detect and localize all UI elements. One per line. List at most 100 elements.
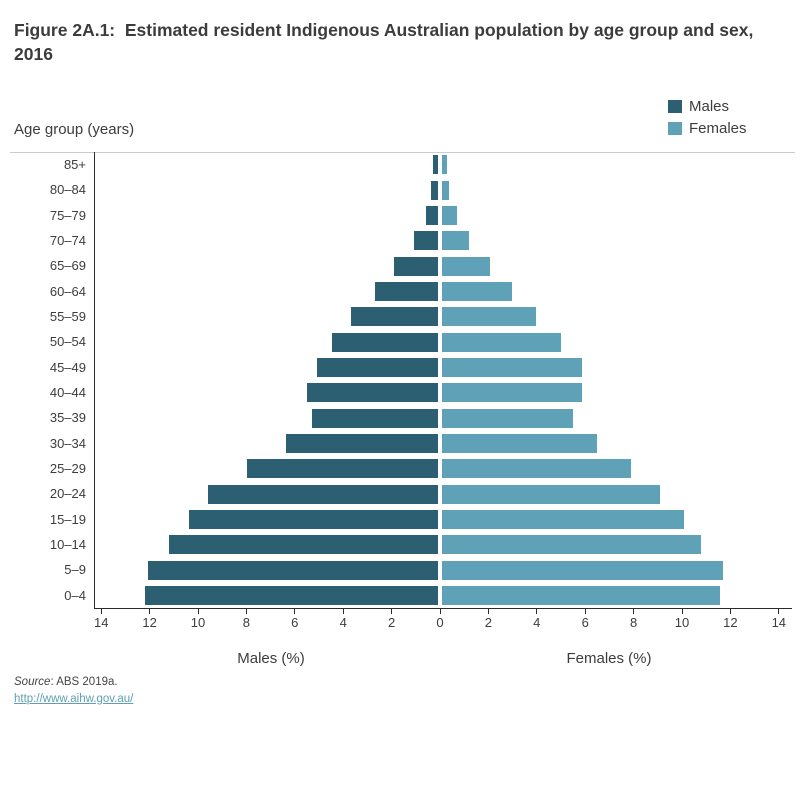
female-bar — [442, 433, 597, 453]
male-bar — [312, 408, 438, 428]
x-axis-tick — [391, 609, 393, 614]
male-bar — [147, 560, 438, 580]
x-axis-tick-label: 2 — [387, 615, 396, 630]
male-bar — [169, 535, 438, 555]
female-bar — [442, 231, 469, 251]
male-bar — [208, 484, 438, 504]
x-axis-tick — [487, 609, 489, 614]
x-axis-tick — [245, 609, 247, 614]
x-axis-tick-label: 12 — [723, 615, 738, 630]
male-bar — [317, 357, 438, 377]
age-group-label: 10–14 — [49, 536, 86, 552]
females-color-swatch — [668, 121, 682, 135]
age-group-label: 50–54 — [49, 334, 86, 350]
x-axis-tick — [342, 609, 344, 614]
legend-item-females: Females — [668, 117, 747, 139]
x-axis-tick — [778, 609, 780, 614]
age-group-label: 85+ — [63, 157, 86, 172]
x-axis-tick — [681, 609, 683, 614]
age-group-label: 40–44 — [49, 384, 86, 400]
x-axis-tick — [439, 609, 441, 614]
y-axis-title: Age group (years) — [14, 121, 135, 138]
aihw-link[interactable]: http://www.aihw.gov.au/ — [14, 693, 134, 705]
female-bar — [442, 256, 491, 276]
x-axis-tick-label: 10 — [190, 615, 206, 630]
male-bar — [394, 256, 438, 276]
x-axis-tick — [149, 609, 151, 614]
x-axis-tick — [294, 609, 296, 614]
legend-item-males: Males — [668, 95, 747, 117]
male-bar — [430, 180, 438, 200]
female-bar — [442, 281, 513, 301]
age-group-label: 30–34 — [49, 435, 86, 451]
x-axis-tick-label: 4 — [339, 615, 347, 630]
male-bar — [350, 307, 438, 327]
female-bar — [442, 332, 561, 352]
female-bar — [442, 535, 701, 555]
x-axis-tick-label: 4 — [533, 615, 541, 630]
age-group-label: 70–74 — [49, 232, 86, 248]
x-axis-title-females: Females (%) — [566, 650, 652, 667]
x-axis-tick-label: 8 — [629, 615, 638, 630]
age-group-label: 25–29 — [49, 460, 86, 476]
male-bar — [413, 231, 438, 251]
male-bar — [331, 332, 438, 352]
x-axis-line — [94, 608, 792, 609]
x-axis-tick — [197, 609, 199, 614]
age-group-label: 65–69 — [49, 258, 86, 274]
x-axis-tick-label: 14 — [93, 615, 109, 630]
population-pyramid-chart: 14 12 10 8 6 4 2 0 2 4 6 8 10 12 14 — [94, 152, 792, 630]
x-axis-tick-label: 14 — [771, 615, 787, 630]
x-axis-tick — [729, 609, 731, 614]
x-axis-tick-label: 8 — [242, 615, 250, 630]
age-group-label: 75–79 — [49, 207, 86, 223]
males-color-swatch — [668, 99, 682, 113]
female-bar — [442, 383, 583, 403]
age-group-label: 35–39 — [49, 410, 86, 426]
female-bar — [442, 307, 537, 327]
source-citation: : ABS 2019a. — [50, 676, 118, 688]
age-group-label: 15–19 — [49, 511, 86, 527]
x-axis-tick-label: 12 — [142, 615, 157, 630]
age-group-label: 20–24 — [49, 486, 86, 502]
age-group-label: 0–4 — [64, 587, 86, 603]
figure-title: Figure 2A.1: Estimated resident Indigeno… — [14, 20, 759, 64]
x-axis-title-males: Males (%) — [237, 650, 305, 667]
x-axis-tick-label: 10 — [674, 615, 690, 630]
age-group-labels: 85+ 80–84 75–79 70–74 65–69 60–64 55–59 50–54 45… — [0, 152, 86, 608]
female-bar — [442, 357, 583, 377]
female-bar — [442, 585, 721, 605]
male-bar — [188, 509, 438, 529]
female-bar — [442, 180, 450, 200]
legend-label-females: Females — [689, 119, 747, 137]
age-group-label: 60–64 — [49, 283, 86, 299]
female-bar — [442, 509, 684, 529]
chart-legend: Males Females — [668, 95, 747, 139]
x-axis-tick — [100, 609, 102, 614]
x-axis-tick — [584, 609, 586, 614]
age-group-label: 5–9 — [64, 562, 86, 578]
x-axis-tick-label: 2 — [484, 615, 492, 630]
source-word: Source — [14, 676, 51, 688]
female-bar — [442, 205, 457, 225]
female-bar — [442, 408, 573, 428]
x-axis-tick-label: 6 — [291, 615, 299, 630]
female-bar — [442, 560, 723, 580]
male-bar — [145, 585, 438, 605]
legend-label-males: Males — [689, 97, 730, 115]
y-axis-line — [94, 152, 95, 609]
x-axis-tick — [536, 609, 538, 614]
female-bar — [442, 484, 660, 504]
age-group-label: 55–59 — [49, 308, 86, 324]
male-bar — [307, 383, 438, 403]
x-axis-tick — [633, 609, 635, 614]
age-group-label: 80–84 — [49, 182, 86, 198]
female-bar — [442, 155, 447, 175]
male-bar — [425, 205, 438, 225]
male-bar — [285, 433, 438, 453]
source-note: Source: ABS 2019a. — [14, 676, 118, 688]
x-axis-tick-label: 6 — [581, 615, 589, 630]
female-bar — [442, 459, 631, 479]
x-axis-tick-label: 0 — [436, 615, 444, 630]
